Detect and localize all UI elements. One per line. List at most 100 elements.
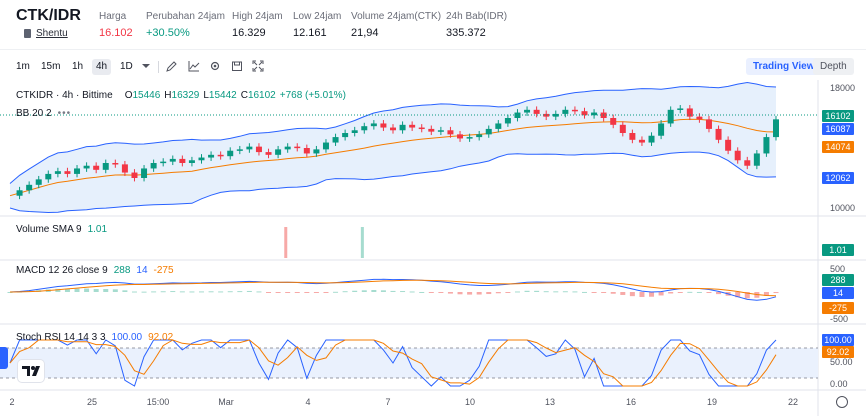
indicators-icon[interactable] (187, 59, 201, 73)
time-axis-label: 22 (787, 397, 799, 407)
candle (265, 152, 272, 155)
pane-resize-handle[interactable] (0, 347, 8, 369)
interval-4h[interactable]: 4h (92, 59, 112, 75)
macd-hist-tag: -275 (822, 302, 854, 314)
candle (131, 172, 138, 178)
time-axis-label: 10 (464, 397, 476, 407)
volume-bar (284, 227, 288, 258)
macd-histogram-bar (160, 291, 166, 293)
candle (332, 137, 339, 143)
macd-histogram-bar (361, 290, 367, 292)
candle (390, 127, 396, 131)
macd-histogram-bar (179, 291, 185, 293)
stoch-axis-label: 50.00 (830, 357, 853, 367)
macd-histogram-bar (131, 291, 137, 293)
candle (35, 179, 42, 185)
macd-histogram-bar (141, 291, 147, 293)
stoch-k-value: 100.00 (111, 332, 143, 343)
price-axis-label: 10000 (830, 203, 856, 213)
candle (169, 158, 176, 162)
macd-legend: MACD 12 26 close 9 288 14 -275 (16, 265, 174, 276)
stat-label: Low 24jam (293, 11, 342, 22)
macd-histogram-bar (103, 288, 109, 292)
macd-histogram-bar (467, 292, 473, 295)
interval-15m[interactable]: 15m (41, 61, 61, 72)
interval-1h[interactable]: 1h (72, 61, 84, 72)
time-axis-label: 15:00 (146, 397, 170, 407)
chevron-down-icon[interactable] (139, 59, 153, 73)
macd-axis-label: -500 (830, 314, 849, 324)
gear-icon[interactable] (208, 59, 222, 73)
camera-icon[interactable] (230, 59, 244, 73)
candle (648, 135, 655, 143)
candle (141, 168, 148, 178)
macd-histogram-bar (93, 289, 99, 292)
macd-histogram-bar (313, 292, 319, 293)
candle (514, 112, 521, 118)
macd-histogram-value: -275 (153, 265, 174, 276)
candle (16, 190, 23, 196)
depth-button[interactable]: Depth (813, 58, 854, 75)
interval-1m[interactable]: 1m (16, 61, 30, 72)
chart-settings-icon[interactable] (836, 396, 848, 408)
candle (571, 109, 578, 112)
bollinger-bands (9, 81, 777, 214)
macd-histogram-bar (543, 291, 549, 293)
high-value: 16329 (171, 90, 200, 101)
candle (705, 119, 712, 129)
macd-histogram-bar (208, 291, 214, 293)
candle (409, 124, 416, 128)
macd-histogram-bar (285, 292, 291, 293)
time-axis-label: 13 (544, 397, 556, 407)
price-tag-last: 16102 (822, 110, 854, 122)
candle (188, 160, 195, 163)
change-value: +768 (+5.01%) (279, 90, 346, 101)
candle (112, 163, 119, 165)
candle (26, 184, 33, 191)
macd-histogram-bar (476, 292, 482, 295)
interval-1d[interactable]: 1D (120, 61, 133, 72)
source-label[interactable]: Shentu (36, 28, 68, 39)
price-legend: CTKIDR · 4h · Bittime O15446 H16329 L154… (16, 90, 346, 101)
macd-histogram-bar (505, 292, 511, 293)
candle (466, 137, 473, 139)
macd-signal-tag: 14 (822, 287, 854, 299)
more-options-icon[interactable]: ••• (57, 108, 72, 119)
volume-bar (360, 227, 364, 258)
macd-histogram-bar (400, 291, 406, 293)
candle (227, 150, 234, 157)
macd-histogram-bar (275, 292, 281, 293)
candle (562, 109, 569, 114)
stat-label: 24h Bab(IDR) (446, 11, 508, 22)
candle (725, 139, 732, 151)
macd-histogram-bar (629, 292, 635, 297)
macd-histogram-bar (333, 291, 339, 293)
time-axis-label: Mar (218, 397, 234, 407)
macd-histogram-bar (639, 292, 645, 297)
candle (773, 119, 779, 138)
source-link[interactable]: Shentu (24, 28, 68, 39)
macd-histogram-bar (122, 290, 128, 292)
macd-histogram-bar (371, 289, 377, 292)
macd-histogram-bar (534, 290, 540, 292)
macd-histogram-bar (735, 292, 741, 298)
macd-signal-line (9, 279, 777, 297)
price-tag-bb-lower: 12062 (822, 172, 854, 184)
candle (734, 150, 741, 161)
macd-histogram-bar (227, 291, 233, 293)
pencil-icon[interactable] (165, 59, 179, 73)
macd-histogram-bar (610, 292, 616, 294)
bb-legend: BB 20 2 ••• (16, 108, 71, 119)
stat-value: 16.329 (232, 27, 266, 39)
fullscreen-icon[interactable] (251, 59, 265, 73)
price-chart[interactable] (0, 80, 866, 416)
macd-histogram-bar (438, 292, 444, 293)
candle (763, 137, 770, 154)
tradingview-logo[interactable] (18, 360, 44, 382)
candle (284, 146, 291, 150)
bb-label: BB 20 2 (16, 108, 52, 119)
candle (447, 130, 454, 135)
candle (294, 146, 301, 149)
trading-view-button[interactable]: Trading View (746, 58, 822, 75)
candle (476, 134, 483, 138)
